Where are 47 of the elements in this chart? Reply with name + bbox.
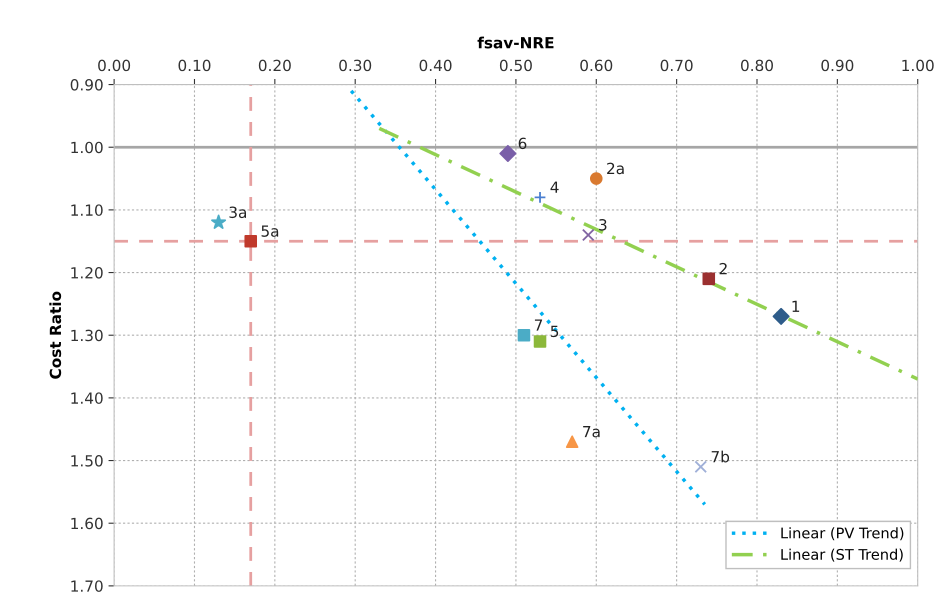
x-tick-label: 0.70 [660,60,693,72]
series-label: 6 [518,138,526,150]
series-label: 4 [550,182,559,193]
x-tick-label: 0.90 [821,60,854,72]
x-axis-title: fsav-NRE [478,36,554,48]
point [702,272,716,286]
series-label: 1 [792,300,800,312]
x-tick-label: 0.00 [98,60,130,72]
point [582,228,595,242]
x-tick-label: 0.10 [178,60,210,72]
legend-label: Linear (ST Trend) [781,548,903,562]
y-tick-label: 1.00 [71,142,103,154]
series-label: 5a [262,226,278,237]
point [534,335,546,348]
point [499,144,516,162]
y-tick-label: 0.90 [70,79,103,91]
series-label: 7a [583,426,600,438]
point [518,328,530,342]
series-label: 7 [534,320,542,331]
series-label: 2 [720,262,727,274]
series-label: 3 [599,219,606,231]
point [244,234,258,248]
x-tick-label: 1.00 [902,60,934,72]
x-tick-label: 0.60 [580,60,612,72]
point [772,308,790,325]
series-label: 2a [607,162,624,174]
point [694,460,708,474]
series-label: 3a [229,206,246,218]
x-tick-label: 0.80 [740,60,773,72]
series-label: 7b [712,450,730,462]
x-tick-label: 0.20 [258,60,291,72]
x-tick-label: 0.30 [339,60,372,72]
point [590,172,603,185]
y-tick-label: 1.70 [71,580,103,592]
x-tick-label: 0.50 [500,60,532,72]
y-tick-label: 1.30 [71,330,103,342]
point [566,435,578,448]
y-tick-label: 1.50 [71,455,103,467]
point [534,191,546,204]
y-tick-label: 1.40 [71,392,103,404]
y-tick-label: 1.60 [71,518,103,530]
y-tick-label: 1.10 [71,204,103,216]
y-axis-title: Cost Ratio [49,292,62,379]
y-tick-label: 1.20 [71,267,103,279]
point [211,214,226,229]
legend-label: Linear (PV Trend) [781,527,904,540]
x-tick-label: 0.40 [420,60,452,72]
